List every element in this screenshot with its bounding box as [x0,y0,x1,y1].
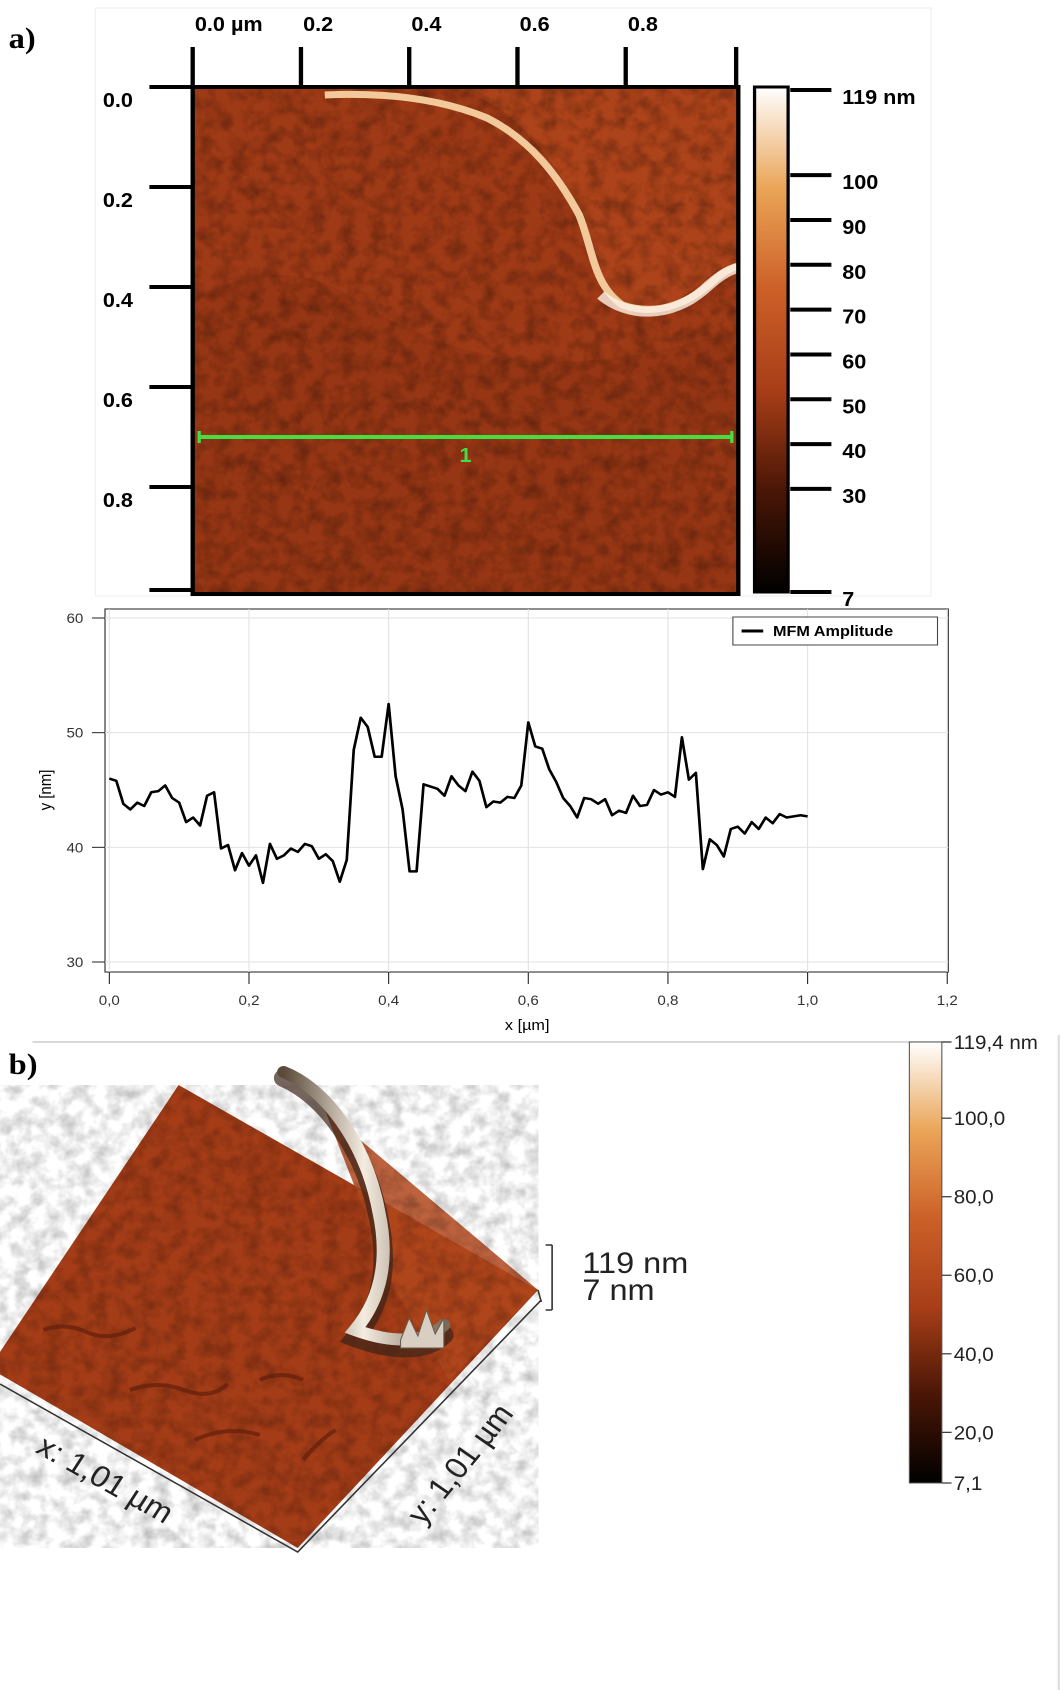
colorbar-label: 119 nm [842,87,915,109]
colorbar [755,87,789,592]
plot-frame [105,609,948,972]
colorbar-label: 60,0 [954,1266,994,1287]
x-tick-label: 0.0 µm [195,14,263,36]
y-tick-label: 0.0 [103,90,133,112]
y-tick-label: 60 [67,611,84,626]
colorbar-label: 40 [842,441,866,463]
x-tick-label: 1,0 [797,993,818,1008]
x-tick-label: 0.6 [520,14,550,36]
y-tick-label: 0.8 [103,490,133,512]
afm-texture [193,87,739,594]
x-tick-label: 1,2 [937,993,958,1008]
y-tick-label: 40 [67,841,84,856]
colorbar-label: 119,4 nm [954,1033,1038,1054]
colorbar-label: 90 [842,217,866,239]
y-tick-label: 30 [67,955,84,970]
colorbar-label: 30 [842,486,866,508]
colorbar-label: 7 [842,589,854,611]
afm-image [193,87,739,594]
x-tick-label: 0.4 [411,14,442,36]
colorbar-label: 70 [842,306,866,328]
profile-label: 1 [459,445,471,467]
x-tick-label: 0.8 [628,14,658,36]
surface-edge [538,1290,541,1302]
colorbar-label: 20,0 [954,1423,994,1444]
x-tick-label: 0,8 [657,993,678,1008]
colorbar-label: 50 [842,396,866,418]
colorbar-label: 100 [842,172,878,194]
panel-label: b) [9,1047,38,1081]
x-tick-label: 0,2 [238,993,259,1008]
y-tick-label: 0.2 [103,190,133,212]
x-tick-label: 0,4 [378,993,399,1008]
x-tick-label: 0.2 [303,14,333,36]
colorbar [909,1042,941,1483]
colorbar-label: 40,0 [954,1344,994,1365]
y-tick-label: 0.4 [103,290,134,312]
x-axis-label: x [µm] [505,1018,550,1034]
page: {"panel_labels": ["a)", "b)"], "chart_da… [0,0,1062,1690]
colorbar-label: 100,0 [954,1109,1005,1130]
colorbar-label: 60 [842,351,866,373]
colorbar-label: 80 [842,262,866,284]
figure: a) b) 0.0 µm 0.2 0.4 0.6 0.8 0.0 0.2 0.4 0.6 0.8 1… [0,0,1062,1690]
y-tick-label: 0.6 [103,390,133,412]
z-tick-label: 7 nm [582,1273,654,1307]
panel-label: a) [9,21,36,55]
legend-label: MFM Amplitude [773,624,894,640]
colorbar-label: 80,0 [954,1187,994,1208]
colorbar-label: 7,1 [954,1474,983,1495]
x-tick-label: 0,0 [99,993,120,1008]
x-tick-label: 0,6 [518,993,539,1008]
y-tick-label: 50 [67,726,84,741]
y-axis-label: y [nm] [37,770,55,811]
